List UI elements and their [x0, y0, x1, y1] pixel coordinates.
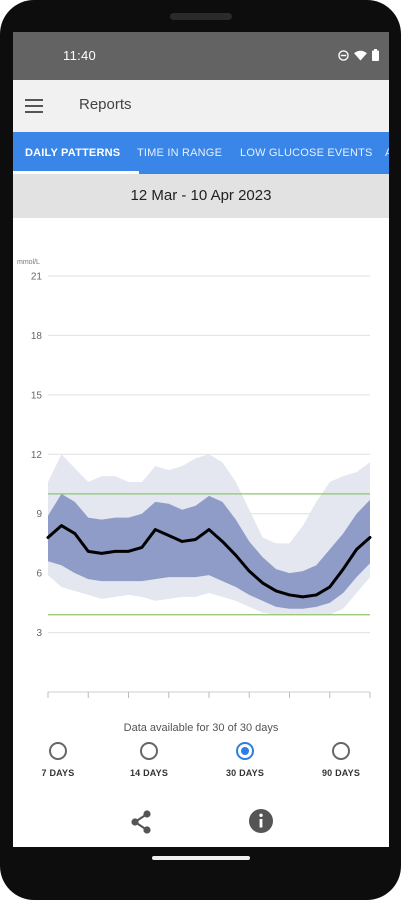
- radio-7-days[interactable]: [49, 742, 67, 760]
- tab-more[interactable]: A: [385, 147, 389, 159]
- tab-low-glucose-events[interactable]: LOW GLUCOSE EVENTS: [240, 147, 373, 159]
- range-option-7-days[interactable]: 7 DAYS: [23, 739, 93, 778]
- y-axis-unit-label: mmol/L: [17, 259, 40, 266]
- tab-daily-patterns[interactable]: DAILY PATTERNS: [25, 147, 121, 159]
- status-bar: 11:40: [13, 32, 389, 80]
- range-option-90-days[interactable]: 90 DAYS: [306, 739, 376, 778]
- hamburger-menu-icon[interactable]: [25, 94, 51, 118]
- app-bar: Reports: [13, 80, 389, 132]
- bottom-actions: [13, 802, 389, 840]
- range-label-7-days: 7 DAYS: [41, 768, 75, 778]
- chart-svg: 36912151821mmol/L12am3am6am9am12pm3pm6pm…: [17, 259, 383, 714]
- status-icons: [338, 49, 379, 61]
- active-tab-indicator: [13, 171, 139, 174]
- y-tick-label: 6: [36, 569, 42, 580]
- info-icon[interactable]: [248, 808, 274, 834]
- device-speaker: [170, 13, 232, 20]
- range-selector: 7 DAYS 14 DAYS 30 DAYS 90 DAYS: [13, 739, 389, 789]
- y-tick-label: 3: [36, 628, 42, 639]
- battery-icon: [372, 49, 379, 61]
- tab-time-in-range[interactable]: TIME IN RANGE: [137, 147, 223, 159]
- y-tick-label: 21: [31, 272, 43, 283]
- radio-14-days[interactable]: [140, 742, 158, 760]
- y-tick-label: 15: [31, 390, 43, 401]
- status-time: 11:40: [63, 48, 97, 63]
- range-option-14-days[interactable]: 14 DAYS: [114, 739, 184, 778]
- y-tick-label: 12: [31, 450, 43, 461]
- radio-30-days[interactable]: [236, 742, 254, 760]
- interquartile-band: [48, 493, 370, 609]
- page-title: Reports: [79, 96, 132, 113]
- range-option-30-days[interactable]: 30 DAYS: [210, 739, 280, 778]
- data-availability-text: Data available for 30 of 30 days: [123, 722, 279, 734]
- daily-patterns-chart: 36912151821mmol/L12am3am6am9am12pm3pm6pm…: [13, 242, 389, 714]
- wifi-icon: [354, 50, 367, 61]
- date-range: 12 Mar - 10 Apr 2023: [13, 174, 389, 218]
- range-label-90-days: 90 DAYS: [321, 768, 361, 778]
- do-not-disturb-icon: [338, 49, 349, 61]
- median-line: [46, 524, 372, 599]
- range-label-30-days: 30 DAYS: [225, 768, 265, 778]
- report-tabs: DAILY PATTERNS TIME IN RANGE LOW GLUCOSE…: [13, 132, 389, 174]
- gesture-nav-bar[interactable]: [152, 856, 250, 860]
- app-screen: 11:40 Reports DAILY: [13, 32, 389, 847]
- radio-90-days[interactable]: [332, 742, 350, 760]
- share-icon[interactable]: [127, 808, 155, 836]
- y-tick-label: 9: [36, 509, 42, 520]
- y-tick-label: 18: [31, 331, 43, 342]
- range-label-14-days: 14 DAYS: [129, 768, 169, 778]
